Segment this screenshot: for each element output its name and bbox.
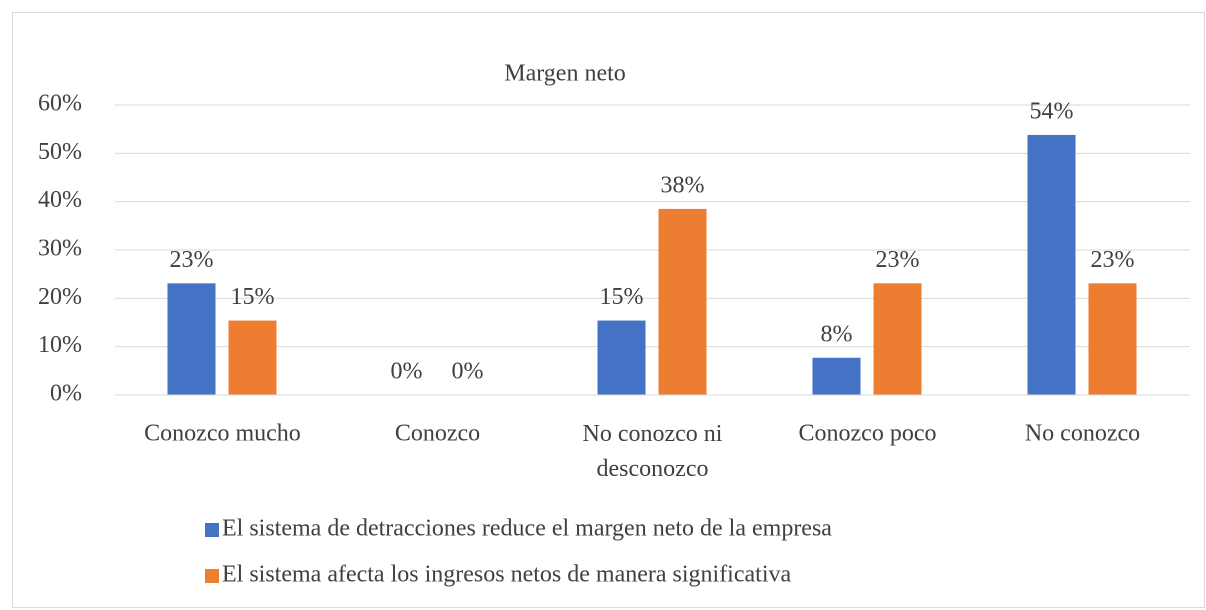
bar xyxy=(873,283,922,395)
data-label: 23% xyxy=(876,247,920,273)
x-tick-label: No conozco ni desconozco xyxy=(583,421,723,482)
bar xyxy=(597,320,646,395)
y-tick-label: 60% xyxy=(38,91,82,117)
bar xyxy=(1027,134,1076,395)
y-tick-label: 20% xyxy=(38,284,82,310)
bar xyxy=(812,357,861,395)
y-tick-label: 50% xyxy=(38,139,82,165)
x-tick-label: Conozco mucho xyxy=(144,421,301,447)
legend-swatch xyxy=(205,569,219,583)
y-tick-label: 0% xyxy=(50,381,82,407)
bar xyxy=(1088,283,1137,395)
y-tick-label: 40% xyxy=(38,187,82,213)
chart-title: Margen neto xyxy=(504,61,626,87)
data-label: 38% xyxy=(661,172,705,198)
data-label: 23% xyxy=(1091,247,1135,273)
y-tick-label: 30% xyxy=(38,236,82,262)
legend-label: El sistema de detracciones reduce el mar… xyxy=(222,516,832,542)
bar xyxy=(658,208,707,395)
data-label: 0% xyxy=(452,359,484,385)
y-tick-label: 10% xyxy=(38,332,82,358)
x-tick-label: Conozco poco xyxy=(799,421,937,447)
legend-swatch xyxy=(205,523,219,537)
x-tick-label: No conozco xyxy=(1025,421,1140,447)
bar xyxy=(228,320,277,395)
data-label: 8% xyxy=(821,321,853,347)
bar xyxy=(167,283,216,395)
x-tick-label: Conozco xyxy=(395,421,480,447)
data-label: 15% xyxy=(600,284,644,310)
legend-label: El sistema afecta los ingresos netos de … xyxy=(222,562,791,588)
data-label: 23% xyxy=(170,247,214,273)
data-label: 15% xyxy=(231,284,275,310)
data-label: 54% xyxy=(1030,98,1074,124)
data-label: 0% xyxy=(391,359,423,385)
